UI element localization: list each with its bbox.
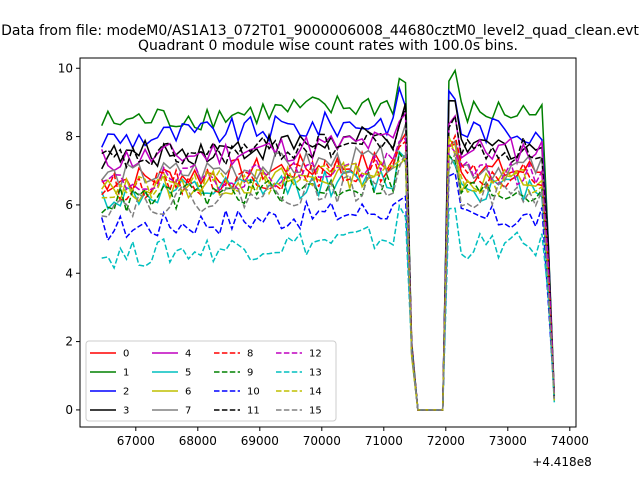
series-line-9 bbox=[101, 151, 556, 411]
x-tick-label: 67000 bbox=[117, 434, 155, 448]
legend-label: 4 bbox=[185, 349, 191, 360]
legend-box bbox=[85, 340, 337, 422]
legend-label: 15 bbox=[309, 406, 322, 417]
series-line-1 bbox=[101, 68, 556, 411]
series-line-13 bbox=[101, 203, 556, 411]
y-axis-ticks: 0 2 4 6 8 10 bbox=[58, 61, 80, 417]
x-tick-label: 72000 bbox=[427, 434, 465, 448]
legend-label: 0 bbox=[123, 349, 129, 360]
legend-label: 6 bbox=[185, 387, 191, 398]
y-tick-label: 10 bbox=[58, 61, 73, 75]
axes-frame bbox=[79, 57, 577, 428]
y-tick-label: 0 bbox=[65, 403, 73, 417]
y-tick-label: 6 bbox=[65, 198, 73, 212]
legend-label: 10 bbox=[247, 387, 260, 398]
legend-label: 5 bbox=[185, 368, 191, 379]
legend-label: 13 bbox=[309, 368, 322, 379]
series-line-11 bbox=[101, 107, 556, 411]
series-line-4 bbox=[100, 111, 556, 411]
legend-label: 14 bbox=[309, 387, 322, 398]
legend-label: 11 bbox=[247, 406, 260, 417]
series-line-2 bbox=[101, 85, 556, 411]
legend-label: 3 bbox=[123, 406, 129, 417]
y-tick-label: 8 bbox=[65, 130, 73, 144]
legend-label: 1 bbox=[123, 368, 129, 379]
legend-label: 7 bbox=[185, 406, 191, 417]
series-line-15 bbox=[101, 152, 556, 411]
series-line-14 bbox=[101, 136, 556, 411]
legend-label: 8 bbox=[247, 349, 253, 360]
series-line-12 bbox=[101, 137, 556, 411]
plot-area: 67000 68000 69000 70000 71000 72000 73000 74000… bbox=[58, 57, 592, 469]
chart-suptitle: Data from file: modeM0/AS1A13_072T01_900… bbox=[1, 23, 639, 39]
legend-label: 2 bbox=[123, 387, 129, 398]
x-tick-label: 70000 bbox=[303, 434, 341, 448]
chart-title: Quadrant 0 module wise count rates with … bbox=[138, 38, 518, 54]
legend-label: 9 bbox=[247, 368, 253, 379]
x-tick-label: 68000 bbox=[179, 434, 217, 448]
series-line-7 bbox=[101, 123, 556, 411]
legend-label: 12 bbox=[309, 349, 322, 360]
x-offset-label: +4.418e8 bbox=[532, 455, 591, 469]
x-tick-label: 71000 bbox=[365, 434, 403, 448]
series-lines bbox=[100, 68, 556, 411]
series-line-10 bbox=[100, 171, 556, 411]
x-tick-label: 73000 bbox=[489, 434, 527, 448]
x-tick-label: 74000 bbox=[551, 434, 589, 448]
x-tick-label: 69000 bbox=[241, 434, 279, 448]
y-tick-label: 4 bbox=[65, 266, 73, 280]
series-line-8 bbox=[101, 133, 556, 411]
x-axis-ticks: 67000 68000 69000 70000 71000 72000 73000 74000 bbox=[117, 427, 589, 448]
y-tick-label: 2 bbox=[65, 335, 73, 349]
